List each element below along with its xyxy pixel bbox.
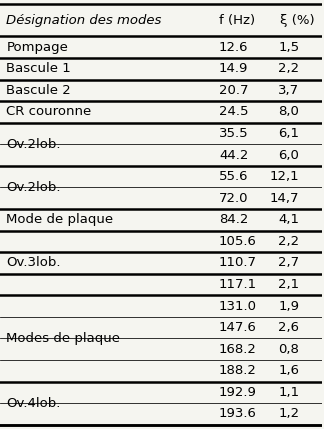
Text: 6,0: 6,0 [279,148,299,162]
Text: 72.0: 72.0 [219,192,249,205]
Text: 14,7: 14,7 [270,192,299,205]
Text: 6,1: 6,1 [278,127,299,140]
Text: 1,9: 1,9 [278,299,299,313]
Text: Mode de plaque: Mode de plaque [6,213,114,227]
Text: 12,1: 12,1 [270,170,299,183]
Text: f (Hz): f (Hz) [219,14,255,27]
Text: Ov.2lob.: Ov.2lob. [6,138,61,151]
Text: Ov.3lob.: Ov.3lob. [6,257,61,269]
Text: Bascule 1: Bascule 1 [6,62,71,76]
Text: 1,2: 1,2 [278,408,299,420]
Text: 2,2: 2,2 [278,62,299,76]
Text: CR couronne: CR couronne [6,106,92,118]
Text: 2,6: 2,6 [278,321,299,334]
Text: 131.0: 131.0 [219,299,257,313]
Text: 8,0: 8,0 [279,106,299,118]
Text: 192.9: 192.9 [219,386,257,399]
Text: 1,5: 1,5 [278,41,299,54]
Text: 188.2: 188.2 [219,364,257,377]
Text: ξ (%): ξ (%) [280,14,315,27]
Text: 24.5: 24.5 [219,106,249,118]
Text: 1,1: 1,1 [278,386,299,399]
Text: 14.9: 14.9 [219,62,249,76]
Text: 2,2: 2,2 [278,235,299,248]
Text: Ov.4lob.: Ov.4lob. [6,397,61,410]
Text: 147.6: 147.6 [219,321,257,334]
Text: 84.2: 84.2 [219,213,249,227]
Text: 193.6: 193.6 [219,408,257,420]
Text: 4,1: 4,1 [278,213,299,227]
Text: 55.6: 55.6 [219,170,249,183]
Text: 2,1: 2,1 [278,278,299,291]
Text: 168.2: 168.2 [219,343,257,356]
Text: Bascule 2: Bascule 2 [6,84,71,97]
Text: Modes de plaque: Modes de plaque [6,332,121,345]
Text: Ov.2lob.: Ov.2lob. [6,181,61,194]
Text: 12.6: 12.6 [219,41,249,54]
Text: Désignation des modes: Désignation des modes [6,14,162,27]
Text: 110.7: 110.7 [219,257,257,269]
Text: Pompage: Pompage [6,41,68,54]
Text: 3,7: 3,7 [278,84,299,97]
Text: 0,8: 0,8 [279,343,299,356]
Text: 117.1: 117.1 [219,278,257,291]
Text: 20.7: 20.7 [219,84,249,97]
Text: 2,7: 2,7 [278,257,299,269]
Text: 44.2: 44.2 [219,148,249,162]
Text: 1,6: 1,6 [278,364,299,377]
Text: 105.6: 105.6 [219,235,257,248]
Text: 35.5: 35.5 [219,127,249,140]
